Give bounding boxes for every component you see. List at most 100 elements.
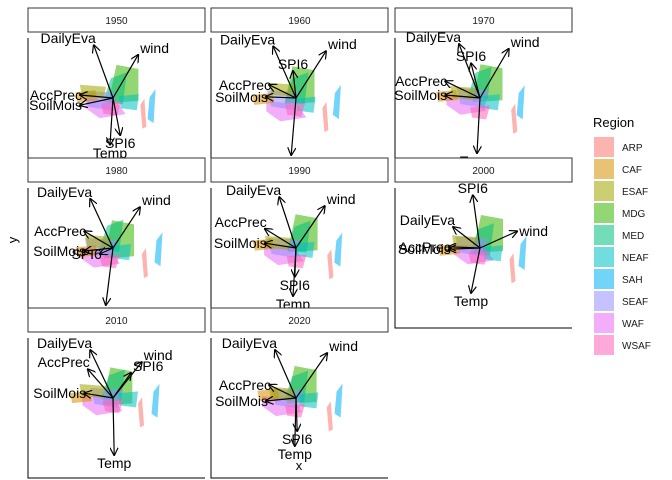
vector-label-temp: Temp	[454, 293, 488, 309]
vector-label-soilmois: SoilMois	[29, 97, 82, 113]
vector-label-spi6: SPI6	[456, 48, 487, 64]
vector-arrow-accprec	[80, 95, 114, 98]
legend-swatch	[594, 181, 614, 201]
vector-label-accprec: AccPrec	[38, 354, 90, 370]
legend-label: MDG	[622, 209, 646, 220]
vector-label-spi6: SPI6	[71, 246, 102, 262]
vector-label-accprec: AccPrec	[399, 239, 451, 255]
panel-axis-lines	[210, 338, 388, 479]
density-area-neaf	[294, 241, 315, 258]
facet-strip	[27, 7, 206, 33]
density-area-wsaf	[470, 105, 491, 120]
density-area-arp	[322, 102, 329, 132]
vector-label-dailyeva: DailyEva	[37, 184, 92, 200]
vector-arrow-accprec	[88, 369, 114, 399]
density-area-arp	[141, 248, 148, 279]
legend-label: WSAF	[622, 341, 651, 352]
vector-label-dailyeva: DailyEva	[41, 30, 96, 46]
legend-item-neaf: NEAF	[594, 247, 649, 267]
legend-item-caf: CAF	[594, 159, 642, 179]
legend-item-arp: ARP	[594, 137, 643, 157]
vector-label-spi6: SPI6	[280, 277, 311, 293]
vector-label-wind: wind	[326, 191, 356, 207]
legend-swatch	[594, 313, 614, 333]
legend-label: ARP	[622, 143, 643, 154]
vector-label-accprec: AccPrec	[219, 77, 271, 93]
vector-label-dailyeva: DailyEva	[220, 31, 275, 47]
vector-arrow-spi6	[471, 63, 481, 99]
vector-label-wind: wind	[518, 223, 548, 239]
vector-arrow-wind	[479, 231, 517, 249]
vector-label-dailyeva: DailyEva	[222, 335, 277, 351]
vector-label-wind: wind	[143, 347, 173, 363]
vector-arrow-dailyeva	[453, 227, 481, 249]
panel-axis-lines	[27, 338, 205, 479]
density-area-arp	[509, 253, 516, 284]
legend-swatch	[594, 203, 614, 223]
legend: Region ARP CAF ESAF MDG MED NEAF SAH SEAF WAF WSA…	[593, 115, 651, 355]
vector-arrow-accprec	[84, 231, 114, 249]
legend-item-waf: WAF	[594, 313, 644, 333]
vector-arrow-temp	[110, 97, 113, 145]
vector-arrow-temp	[295, 397, 296, 446]
density-area-arp	[326, 401, 333, 432]
vector-arrow-accprec	[269, 385, 297, 399]
legend-items: ARP CAF ESAF MDG MED NEAF SAH SEAF WAF WSAF	[594, 137, 651, 355]
facet-strip-label: 2000	[472, 166, 495, 177]
density-area-sah	[334, 232, 343, 267]
vector-label-wind: wind	[510, 34, 540, 50]
panel-axis-lines	[394, 188, 572, 329]
vector-arrow-temp	[477, 97, 480, 153]
density-area-neaf	[118, 391, 138, 408]
legend-swatch	[594, 137, 614, 157]
legend-item-esaf: ESAF	[594, 181, 648, 201]
vector-label-accprec: AccPrec	[219, 377, 271, 393]
legend-swatch	[594, 269, 614, 289]
vector-arrow-dailyeva	[279, 197, 297, 249]
vector-arrow-soilmois	[265, 243, 297, 249]
vector-arrow-wind	[112, 207, 140, 249]
density-area-wsaf	[99, 254, 120, 269]
vector-arrow-accprec	[445, 81, 481, 99]
vector-arrow-soilmois	[445, 95, 481, 98]
density-area-arp	[138, 397, 144, 428]
facet-panels: 1950DailyEvawindAccPrecSoilMoisSPI6Temp1…	[27, 7, 573, 479]
facet-strip	[27, 307, 206, 333]
vector-arrow-accprec	[269, 85, 297, 99]
vector-arrow-wind	[295, 206, 325, 249]
density-area-esaf	[269, 82, 296, 97]
vector-arrow-wind	[112, 55, 138, 99]
vector-label-dailyeva: DailyEva	[37, 335, 92, 351]
facet-strip	[27, 157, 206, 183]
vector-arrow-spi6	[473, 195, 481, 249]
density-area-arp	[327, 249, 334, 280]
vector-arrow-spi6	[293, 71, 296, 99]
facet-strip-label: 1970	[472, 16, 495, 27]
density-area-esaf	[452, 235, 478, 250]
vector-label-wind: wind	[139, 40, 169, 56]
density-area-arp	[511, 103, 518, 134]
legend-label: MED	[622, 231, 644, 242]
density-area-sah	[154, 232, 163, 267]
vector-arrow-spi6	[112, 97, 120, 135]
vector-label-dailyeva: DailyEva	[400, 212, 455, 228]
vector-arrow-temp	[471, 247, 481, 293]
vector-label-wind: wind	[328, 338, 358, 354]
vector-arrow-temp	[293, 247, 296, 296]
vector-label-soilmois: SoilMois	[214, 235, 267, 251]
vector-label-accprec: AccPrec	[395, 73, 447, 89]
vector-label-spi6: SPI6	[133, 358, 164, 374]
vector-label-spi6: SPI6	[282, 431, 313, 447]
vector-arrow-accprec	[265, 229, 297, 249]
vector-label-wind: wind	[327, 36, 357, 52]
facet-strip-label: 1960	[288, 16, 311, 27]
vector-label-soilmois: SoilMois	[33, 243, 86, 259]
legend-item-mdg: MDG	[594, 203, 646, 223]
vector-label-accprec: AccPrec	[215, 214, 267, 230]
vector-label-temp: Temp	[93, 145, 127, 161]
vector-label-wind: wind	[141, 192, 171, 208]
